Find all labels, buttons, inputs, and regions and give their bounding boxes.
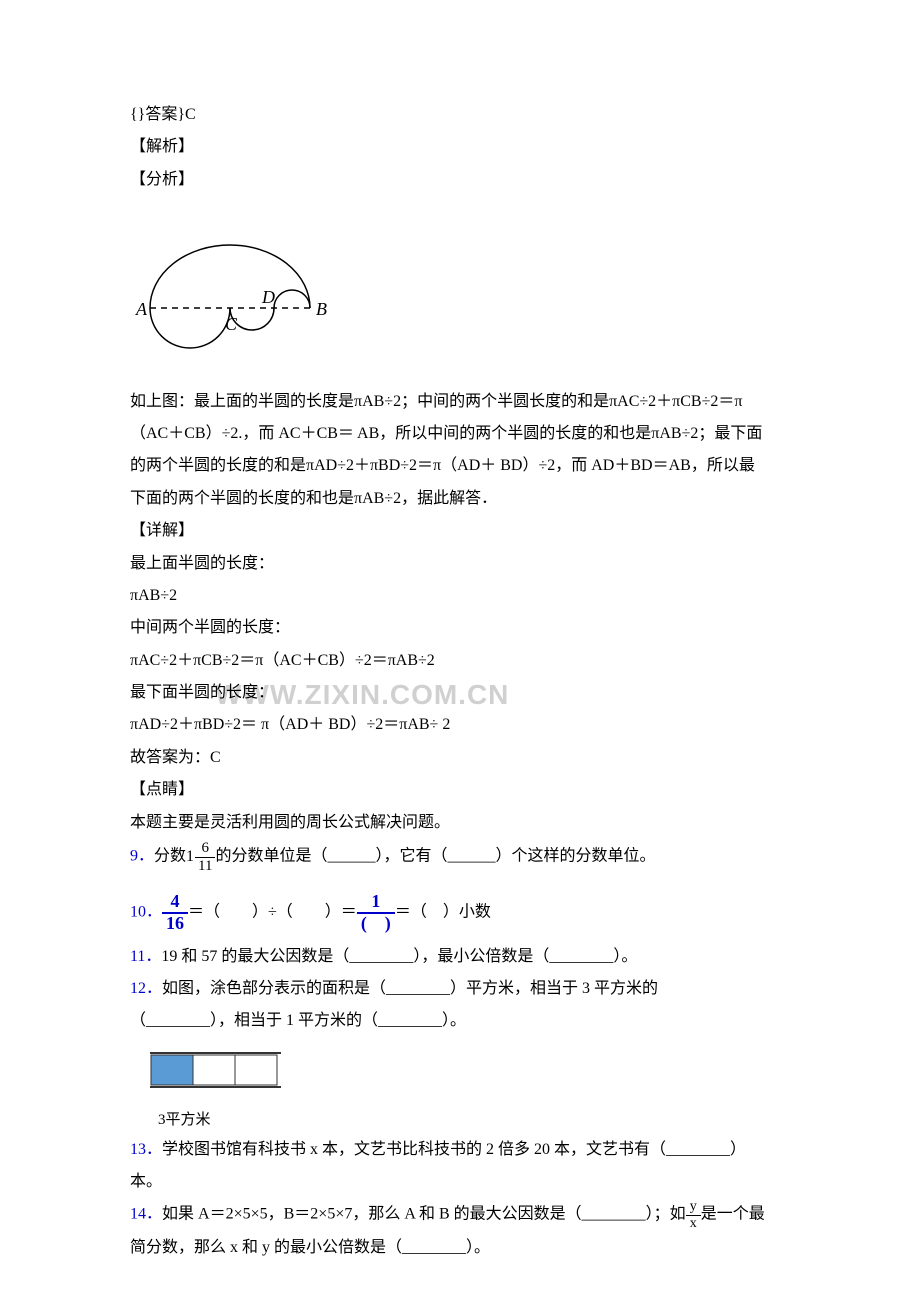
- xiangjie-label: 【详解】: [130, 516, 790, 546]
- diagram-svg: A B C D: [130, 205, 330, 360]
- q10-tail: ＝（ ）小数: [395, 904, 491, 921]
- q14-before: 如果 A＝2×5×5，B＝2×5×7，那么 A 和 B 的最大公因数是（____…: [162, 1206, 686, 1223]
- label-a: A: [135, 299, 148, 319]
- step3: 中间两个半圆的长度：: [130, 613, 790, 643]
- label-c: C: [225, 314, 238, 334]
- q10-f2-den: ( ): [357, 914, 395, 934]
- conclusion: 本题主要是灵活利用圆的周长公式解决问题。: [130, 808, 790, 838]
- step2: πAB÷2: [130, 581, 790, 611]
- question-14-l2: 简分数，那么 x 和 y 的最小公倍数是（________）。: [130, 1233, 790, 1263]
- q14-fraction: yx: [686, 1199, 701, 1231]
- outer-arc: [150, 245, 310, 308]
- para1-l4: 下面的两个半圆的长度的和也是πAB÷2，据此解答．: [130, 484, 790, 514]
- q9-int: 1: [186, 842, 194, 872]
- label-b: B: [316, 299, 327, 319]
- q9-after: 的分数单位是（______），它有（______）个这样的分数单位。: [215, 848, 655, 865]
- bar-svg: [150, 1052, 285, 1090]
- label-d: D: [261, 287, 275, 307]
- inner-right-arc: [274, 290, 310, 308]
- question-10: 10．416＝（ ）÷（ ）＝1( )＝（ ）小数: [130, 892, 790, 934]
- q10-frac2: 1( ): [357, 892, 395, 934]
- step5-text: 最下面半圆的长度：: [130, 684, 274, 701]
- inner-left-arc: [150, 308, 230, 348]
- question-14-l1: 14．如果 A＝2×5×5，B＝2×5×7，那么 A 和 B 的最大公因数是（_…: [130, 1199, 790, 1231]
- q10-f2-num: 1: [357, 892, 395, 914]
- q9-fraction: 1611: [186, 840, 215, 874]
- bar-diagram: [150, 1052, 790, 1101]
- bar-cell-2: [193, 1055, 235, 1085]
- q10-f1-num: 4: [162, 892, 188, 914]
- fenxi-label: 【分析】: [130, 165, 790, 195]
- question-12-l2: （________），相当于 1 平方米的（________）。: [130, 1006, 790, 1036]
- para1-l3: 的两个半圆的长度的和是πAD÷2＋πBD÷2＝π（AD＋ BD）÷2，而 AD＋…: [130, 451, 790, 481]
- question-12-l1: 12．如图，涂色部分表示的面积是（________）平方米，相当于 3 平方米的: [130, 974, 790, 1004]
- bar-cell-1: [151, 1055, 193, 1085]
- dianjing-label: 【点睛】: [130, 775, 790, 805]
- question-11: 11．19 和 57 的最大公因数是（________），最小公倍数是（____…: [130, 942, 790, 972]
- q10-mid: ＝（ ）÷（ ）＝: [188, 904, 357, 921]
- bar-cell-3: [235, 1055, 277, 1085]
- q13-text1: 学校图书馆有科技书 x 本，文艺书比科技书的 2 倍多 20 本，文艺书有（__…: [162, 1141, 746, 1158]
- question-9: 9．分数1611的分数单位是（______），它有（______）个这样的分数单…: [130, 840, 790, 874]
- bar-label: 3平方米: [158, 1106, 790, 1135]
- step5: 最下面半圆的长度： WWW.ZIXIN.COM.CN: [130, 678, 790, 708]
- q9-frac-den: 11: [195, 858, 215, 875]
- q13-num: 13．: [130, 1141, 162, 1158]
- para1-l2: （AC＋CB）÷2.，而 AC＋CB＝ AB，所以中间的两个半圆的长度的和也是π…: [130, 419, 790, 449]
- q9-num: 9．: [130, 848, 154, 865]
- step1: 最上面半圆的长度：: [130, 549, 790, 579]
- q12-num: 12．: [130, 980, 162, 997]
- step7: 故答案为：C: [130, 743, 790, 773]
- step6: πAD÷2＋πBD÷2＝ π（AD＋ BD）÷2＝πAB÷ 2: [130, 710, 790, 740]
- q14-frac-num: y: [686, 1199, 701, 1215]
- question-13-l1: 13．学校图书馆有科技书 x 本，文艺书比科技书的 2 倍多 20 本，文艺书有…: [130, 1135, 790, 1165]
- q14-num: 14．: [130, 1206, 162, 1223]
- q10-f1-den: 16: [162, 914, 188, 934]
- q12-text1: 如图，涂色部分表示的面积是（________）平方米，相当于 3 平方米的: [162, 980, 658, 997]
- q11-num: 11．: [130, 948, 161, 965]
- q14-after: 是一个最: [701, 1206, 765, 1223]
- q10-num: 10．: [130, 904, 162, 921]
- answer-line: {}答案}C: [130, 100, 790, 130]
- question-13-l2: 本。: [130, 1167, 790, 1197]
- semicircle-diagram: A B C D: [130, 205, 790, 371]
- q9-before: 分数: [154, 848, 186, 865]
- para1-l1: 如上图：最上面的半圆的长度是πAB÷2；中间的两个半圆长度的和是πAC÷2＋πC…: [130, 387, 790, 417]
- q14-frac-den: x: [686, 1216, 701, 1231]
- step4: πAC÷2＋πCB÷2＝π（AC＋CB）÷2＝πAB÷2: [130, 646, 790, 676]
- q9-frac-num: 6: [195, 840, 215, 858]
- jiexi-label: 【解析】: [130, 132, 790, 162]
- q10-frac1: 416: [162, 892, 188, 934]
- q11-text: 19 和 57 的最大公因数是（________），最小公倍数是（_______…: [161, 948, 637, 965]
